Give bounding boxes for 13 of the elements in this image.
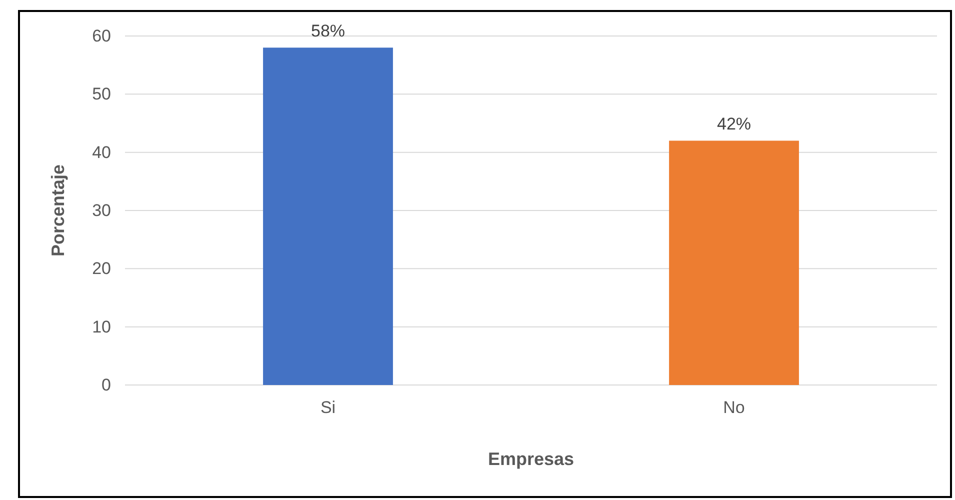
data-label: 58% xyxy=(310,22,346,41)
y-tick-label: 40 xyxy=(92,142,111,162)
y-tick-label: 60 xyxy=(92,26,111,46)
y-axis-title: Porcentaje xyxy=(48,164,68,257)
x-tick-label: Si xyxy=(320,398,336,418)
y-tick-label: 50 xyxy=(92,84,111,104)
data-label: 42% xyxy=(716,114,752,134)
y-tick-label: 10 xyxy=(92,317,111,336)
y-tick-label: 30 xyxy=(92,200,111,220)
y-tick-label: 20 xyxy=(92,259,111,278)
x-axis-title: Empresas xyxy=(488,449,574,469)
y-tick-label: 0 xyxy=(102,375,111,394)
x-tick-label: No xyxy=(723,398,745,418)
